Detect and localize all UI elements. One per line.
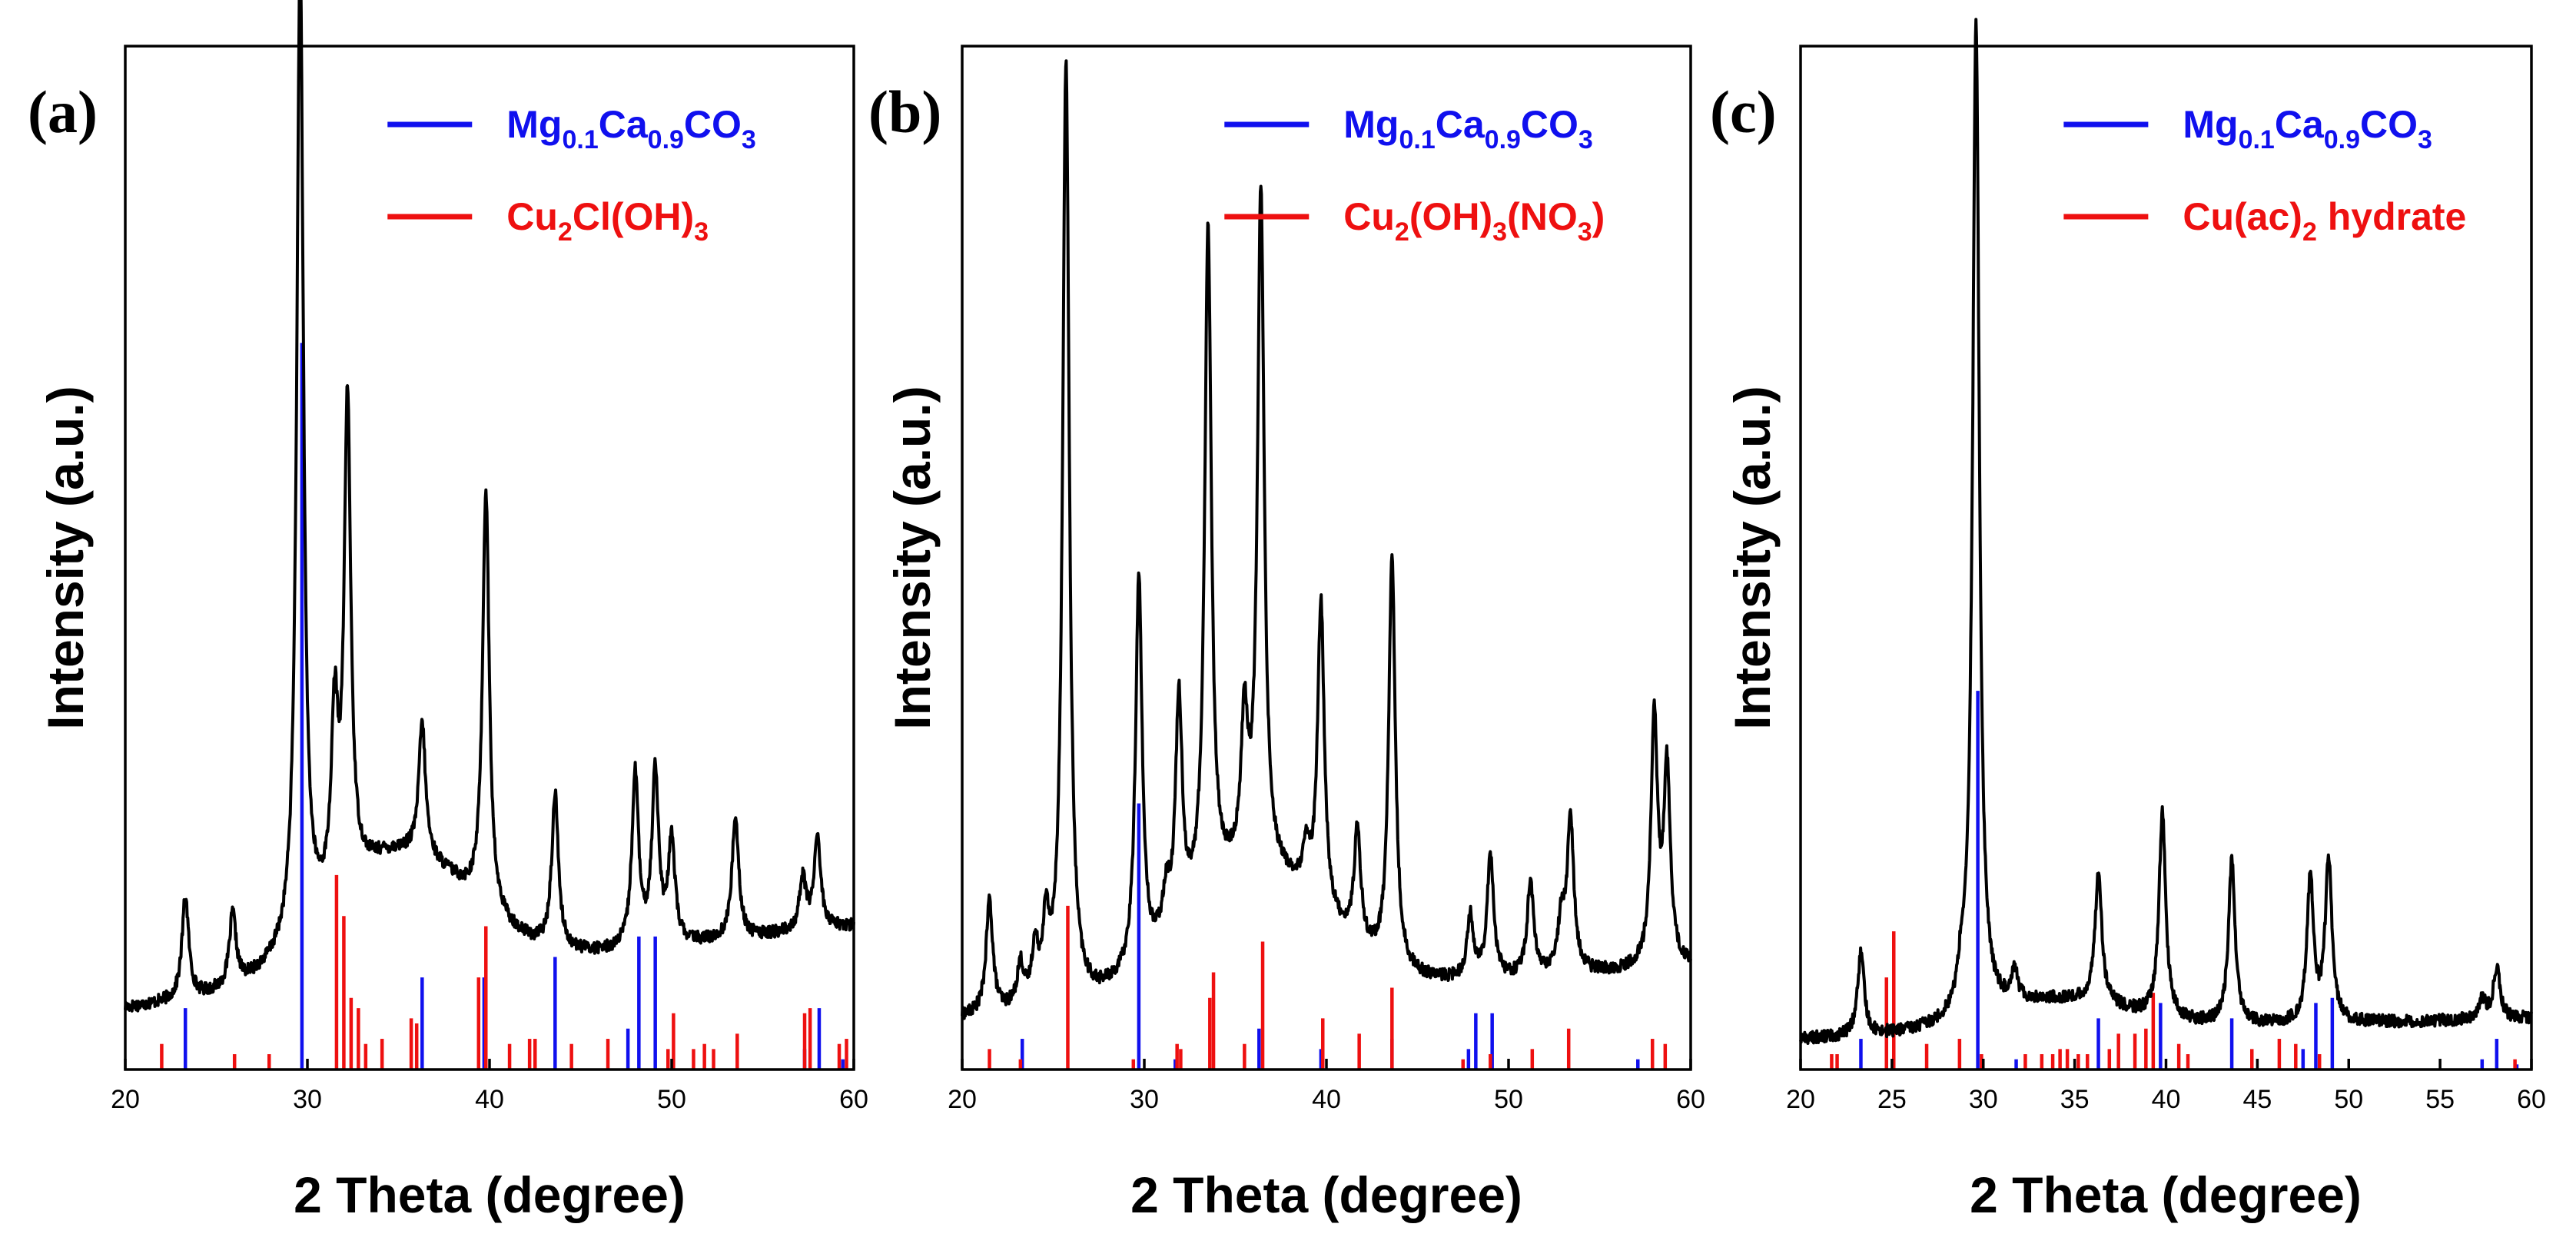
x-tick-label: 45 (2242, 1085, 2272, 1114)
x-tick-label: 55 (2425, 1085, 2455, 1114)
legend-text-part: Cu (506, 195, 558, 238)
x-tick-label: 30 (1130, 1085, 1159, 1114)
legend-entry-red: Cu2(OH)3(NO3) (1224, 195, 1605, 247)
legend-label: Cu(ac)2 hydrate (2183, 195, 2466, 247)
legend-text-part: Cu (1343, 195, 1395, 238)
x-tick-label: 20 (1786, 1085, 1815, 1114)
reference-lines-blue (1859, 691, 2519, 1070)
legend-label: Mg0.1Ca0.9CO3 (1343, 103, 1593, 154)
legend-subscript: 0.1 (1399, 125, 1435, 154)
x-axis-title: 2 Theta (degree) (1970, 1166, 2362, 1223)
x-tick-label: 40 (2152, 1085, 2181, 1114)
legend-subscript: 0.1 (562, 125, 598, 154)
x-tick-label: 35 (2060, 1085, 2090, 1114)
legend-text-part: ) (1592, 195, 1605, 238)
legend-subscript: 3 (694, 217, 709, 247)
panel-label: (c) (1710, 78, 1777, 145)
legend-text-part: Mg (2183, 103, 2238, 146)
legend-label: Cu2Cl(OH)3 (506, 195, 709, 247)
legend-entry-blue: Mg0.1Ca0.9CO3 (1224, 103, 1593, 154)
legend-text-part: (OH) (1409, 195, 1492, 238)
legend-label: Mg0.1Ca0.9CO3 (506, 103, 756, 154)
legend-subscript: 3 (1492, 217, 1507, 247)
legend-subscript: 0.9 (2324, 125, 2360, 154)
legend-label: Cu2(OH)3(NO3) (1343, 195, 1605, 247)
legend-text-part: CO (684, 103, 742, 146)
x-tick-label: 40 (1312, 1085, 1341, 1114)
xrd-pattern-line (1799, 18, 2533, 1045)
x-axis-title: 2 Theta (degree) (294, 1166, 685, 1223)
x-tick-label: 30 (1969, 1085, 1998, 1114)
x-tick-label: 30 (293, 1085, 322, 1114)
legend-subscript: 0.9 (1485, 125, 1521, 154)
x-tick-label: 25 (1877, 1085, 1907, 1114)
panel-b: 20 30 40 50 60 2 Theta (degree) Intensity (a.u… (868, 45, 1705, 1223)
reference-lines-blue (183, 343, 845, 1070)
legend-subscript: 3 (2418, 125, 2432, 154)
legend-text-part: Cl(OH) (573, 195, 694, 238)
x-tick-label: 50 (2334, 1085, 2363, 1114)
x-tick-label: 20 (111, 1085, 140, 1114)
legend-subscript: 2 (558, 217, 573, 247)
y-axis-title: Intensity (a.u.) (37, 386, 94, 729)
legend-text-part: Mg (1343, 103, 1399, 146)
x-tick-label: 60 (1676, 1085, 1705, 1114)
reference-lines-red (988, 905, 1668, 1070)
legend-entry-red: Cu(ac)2 hydrate (2063, 195, 2466, 247)
legend-subscript: 3 (1578, 217, 1592, 247)
legend-entry-blue: Mg0.1Ca0.9CO3 (387, 103, 756, 154)
legend-entry-red: Cu2Cl(OH)3 (387, 195, 709, 247)
x-axis-title: 2 Theta (degree) (1130, 1166, 1522, 1223)
legend-subscript: 2 (2302, 217, 2317, 247)
y-axis-title: Intensity (a.u.) (1724, 386, 1781, 729)
legend-text-part: (NO (1507, 195, 1578, 238)
legend-text-part: Ca (2275, 103, 2325, 146)
xrd-pattern-line (961, 59, 1692, 1020)
legend-entry-blue: Mg0.1Ca0.9CO3 (2063, 103, 2432, 154)
x-tick-label: 50 (657, 1085, 686, 1114)
legend-text-part: Cu(ac) (2183, 195, 2302, 238)
legend-text-part: CO (1521, 103, 1578, 146)
legend-text-part: Ca (1436, 103, 1486, 146)
y-axis-title: Intensity (a.u.) (884, 386, 941, 729)
legend-subscript: 0.9 (648, 125, 684, 154)
legend-subscript: 2 (1395, 217, 1409, 247)
panel-a: 20 30 40 50 60 2 Theta (degree) Intensity (a.u… (28, 0, 868, 1223)
legend-text-part: Mg (506, 103, 562, 146)
panel-label: (a) (28, 78, 98, 145)
legend-text-part: hydrate (2317, 195, 2467, 238)
legend-text-part: CO (2360, 103, 2418, 146)
panel-c: 20 25 30 35 40 45 50 55 60 2 Theta (degree) Intens… (1710, 18, 2546, 1223)
x-tick-label: 50 (1494, 1085, 1523, 1114)
reference-lines-blue (1020, 803, 1640, 1070)
legend-subscript: 3 (742, 125, 756, 154)
legend-subscript: 3 (1578, 125, 1593, 154)
legend-subscript: 0.1 (2239, 125, 2275, 154)
x-tick-label: 20 (948, 1085, 977, 1114)
reference-lines-red (160, 874, 848, 1070)
legend-label: Mg0.1Ca0.9CO3 (2183, 103, 2432, 154)
legend-text-part: Ca (599, 103, 649, 146)
panel-label: (b) (868, 78, 941, 145)
xrd-pattern-line (124, 0, 855, 1013)
x-tick-label: 40 (475, 1085, 504, 1114)
x-tick-label: 60 (839, 1085, 868, 1114)
x-tick-label: 60 (2517, 1085, 2546, 1114)
